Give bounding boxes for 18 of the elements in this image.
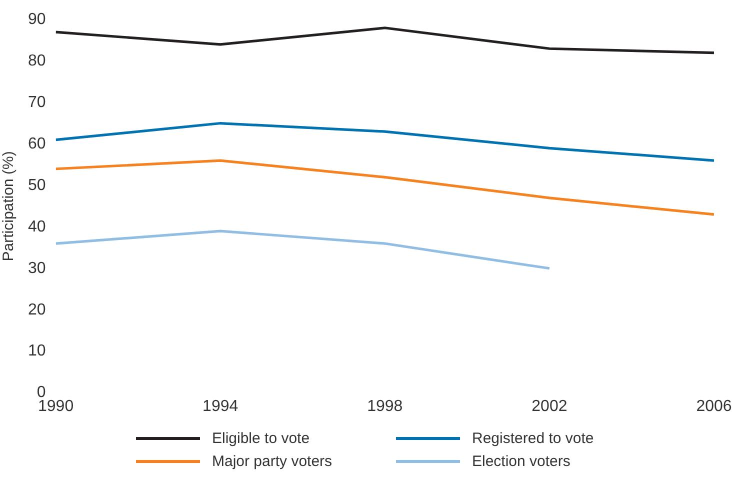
y-tick-label: 30 xyxy=(28,260,46,277)
legend-label: Major party voters xyxy=(212,453,332,470)
y-tick-label: 60 xyxy=(28,135,46,152)
y-tick-label: 90 xyxy=(28,11,46,28)
legend-label: Registered to vote xyxy=(472,430,594,447)
y-tick-label: 40 xyxy=(28,218,46,236)
legend-label: Election voters xyxy=(472,453,570,470)
y-tick-label: 70 xyxy=(28,94,46,111)
x-tick-label: 2006 xyxy=(696,398,732,415)
x-tick-label: 1994 xyxy=(202,398,238,415)
legend-label: Eligible to vote xyxy=(212,430,310,447)
x-tick-label: 1998 xyxy=(367,398,403,415)
y-tick-label: 20 xyxy=(28,301,46,318)
y-tick-label: 50 xyxy=(28,176,46,194)
y-axis-title: Participation (%) xyxy=(0,151,18,262)
y-tick-label: 10 xyxy=(28,342,46,360)
x-tick-label: 2002 xyxy=(532,398,568,415)
y-tick-label: 80 xyxy=(28,52,46,70)
